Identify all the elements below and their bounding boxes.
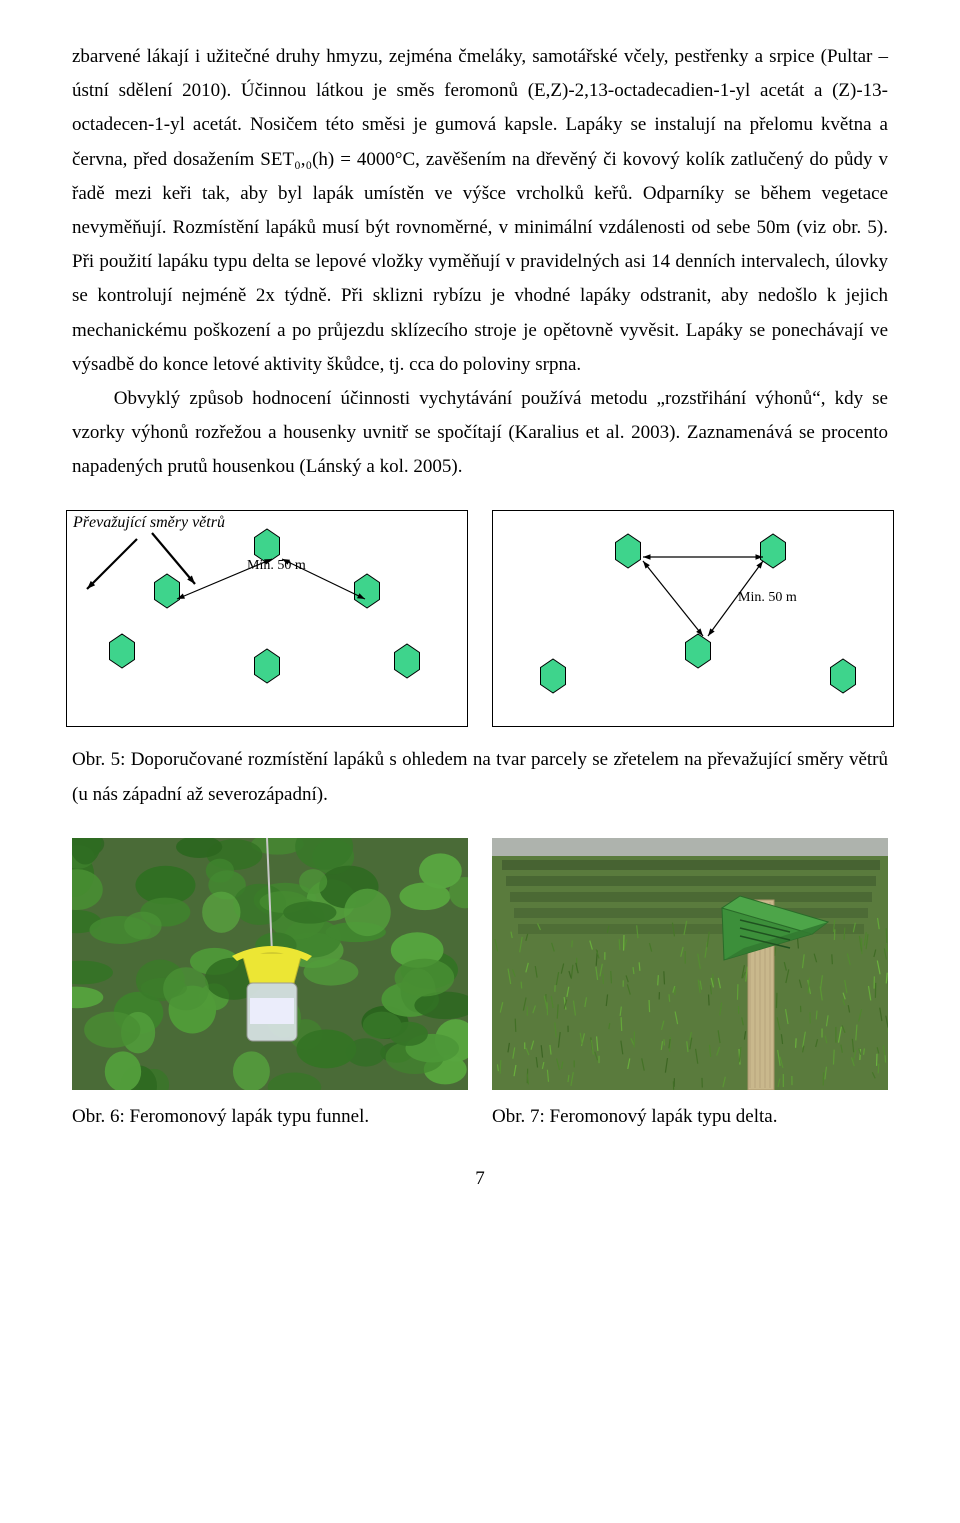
- figure-5-caption: Obr. 5: Doporučované rozmístění lapáků s…: [72, 743, 888, 811]
- diagrams-row: Převažující směry větrů Min. 50 m Min. 50…: [72, 510, 888, 727]
- page-container: zbarvené lákají i užitečné druhy hmyzu, …: [0, 0, 960, 1220]
- photo-1-caption: Obr. 6: Feromonový lapák typu funnel.: [72, 1102, 468, 1132]
- photos-row: [72, 838, 888, 1090]
- diagram-box-2: Min. 50 m: [492, 510, 894, 727]
- svg-text:Min. 50 m: Min. 50 m: [247, 558, 306, 573]
- page-number: 7: [72, 1168, 888, 1190]
- photo-captions-row: Obr. 6: Feromonový lapák typu funnel. Ob…: [72, 1102, 888, 1132]
- svg-text:Min. 50 m: Min. 50 m: [738, 590, 797, 605]
- paragraph-1: zbarvené lákají i užitečné druhy hmyzu, …: [72, 40, 888, 382]
- paragraph-2-text: Obvyklý způsob hodnocení účinnosti vychy…: [72, 388, 888, 477]
- photo-delta-trap: [492, 838, 888, 1090]
- paragraph-2: Obvyklý způsob hodnocení účinnosti vychy…: [72, 382, 888, 485]
- diagram-box-1: Převažující směry větrů Min. 50 m: [66, 510, 468, 727]
- photo-2-svg: [492, 838, 888, 1090]
- svg-text:Převažující směry větrů: Převažující směry větrů: [72, 514, 225, 531]
- diagram-1-svg: Převažující směry větrů Min. 50 m: [67, 511, 467, 726]
- photo-2-caption: Obr. 7: Feromonový lapák typu delta.: [492, 1102, 888, 1132]
- photo-funnel-trap: [72, 838, 468, 1090]
- photo-1-svg: [72, 838, 468, 1090]
- diagram-2-svg: Min. 50 m: [493, 511, 893, 726]
